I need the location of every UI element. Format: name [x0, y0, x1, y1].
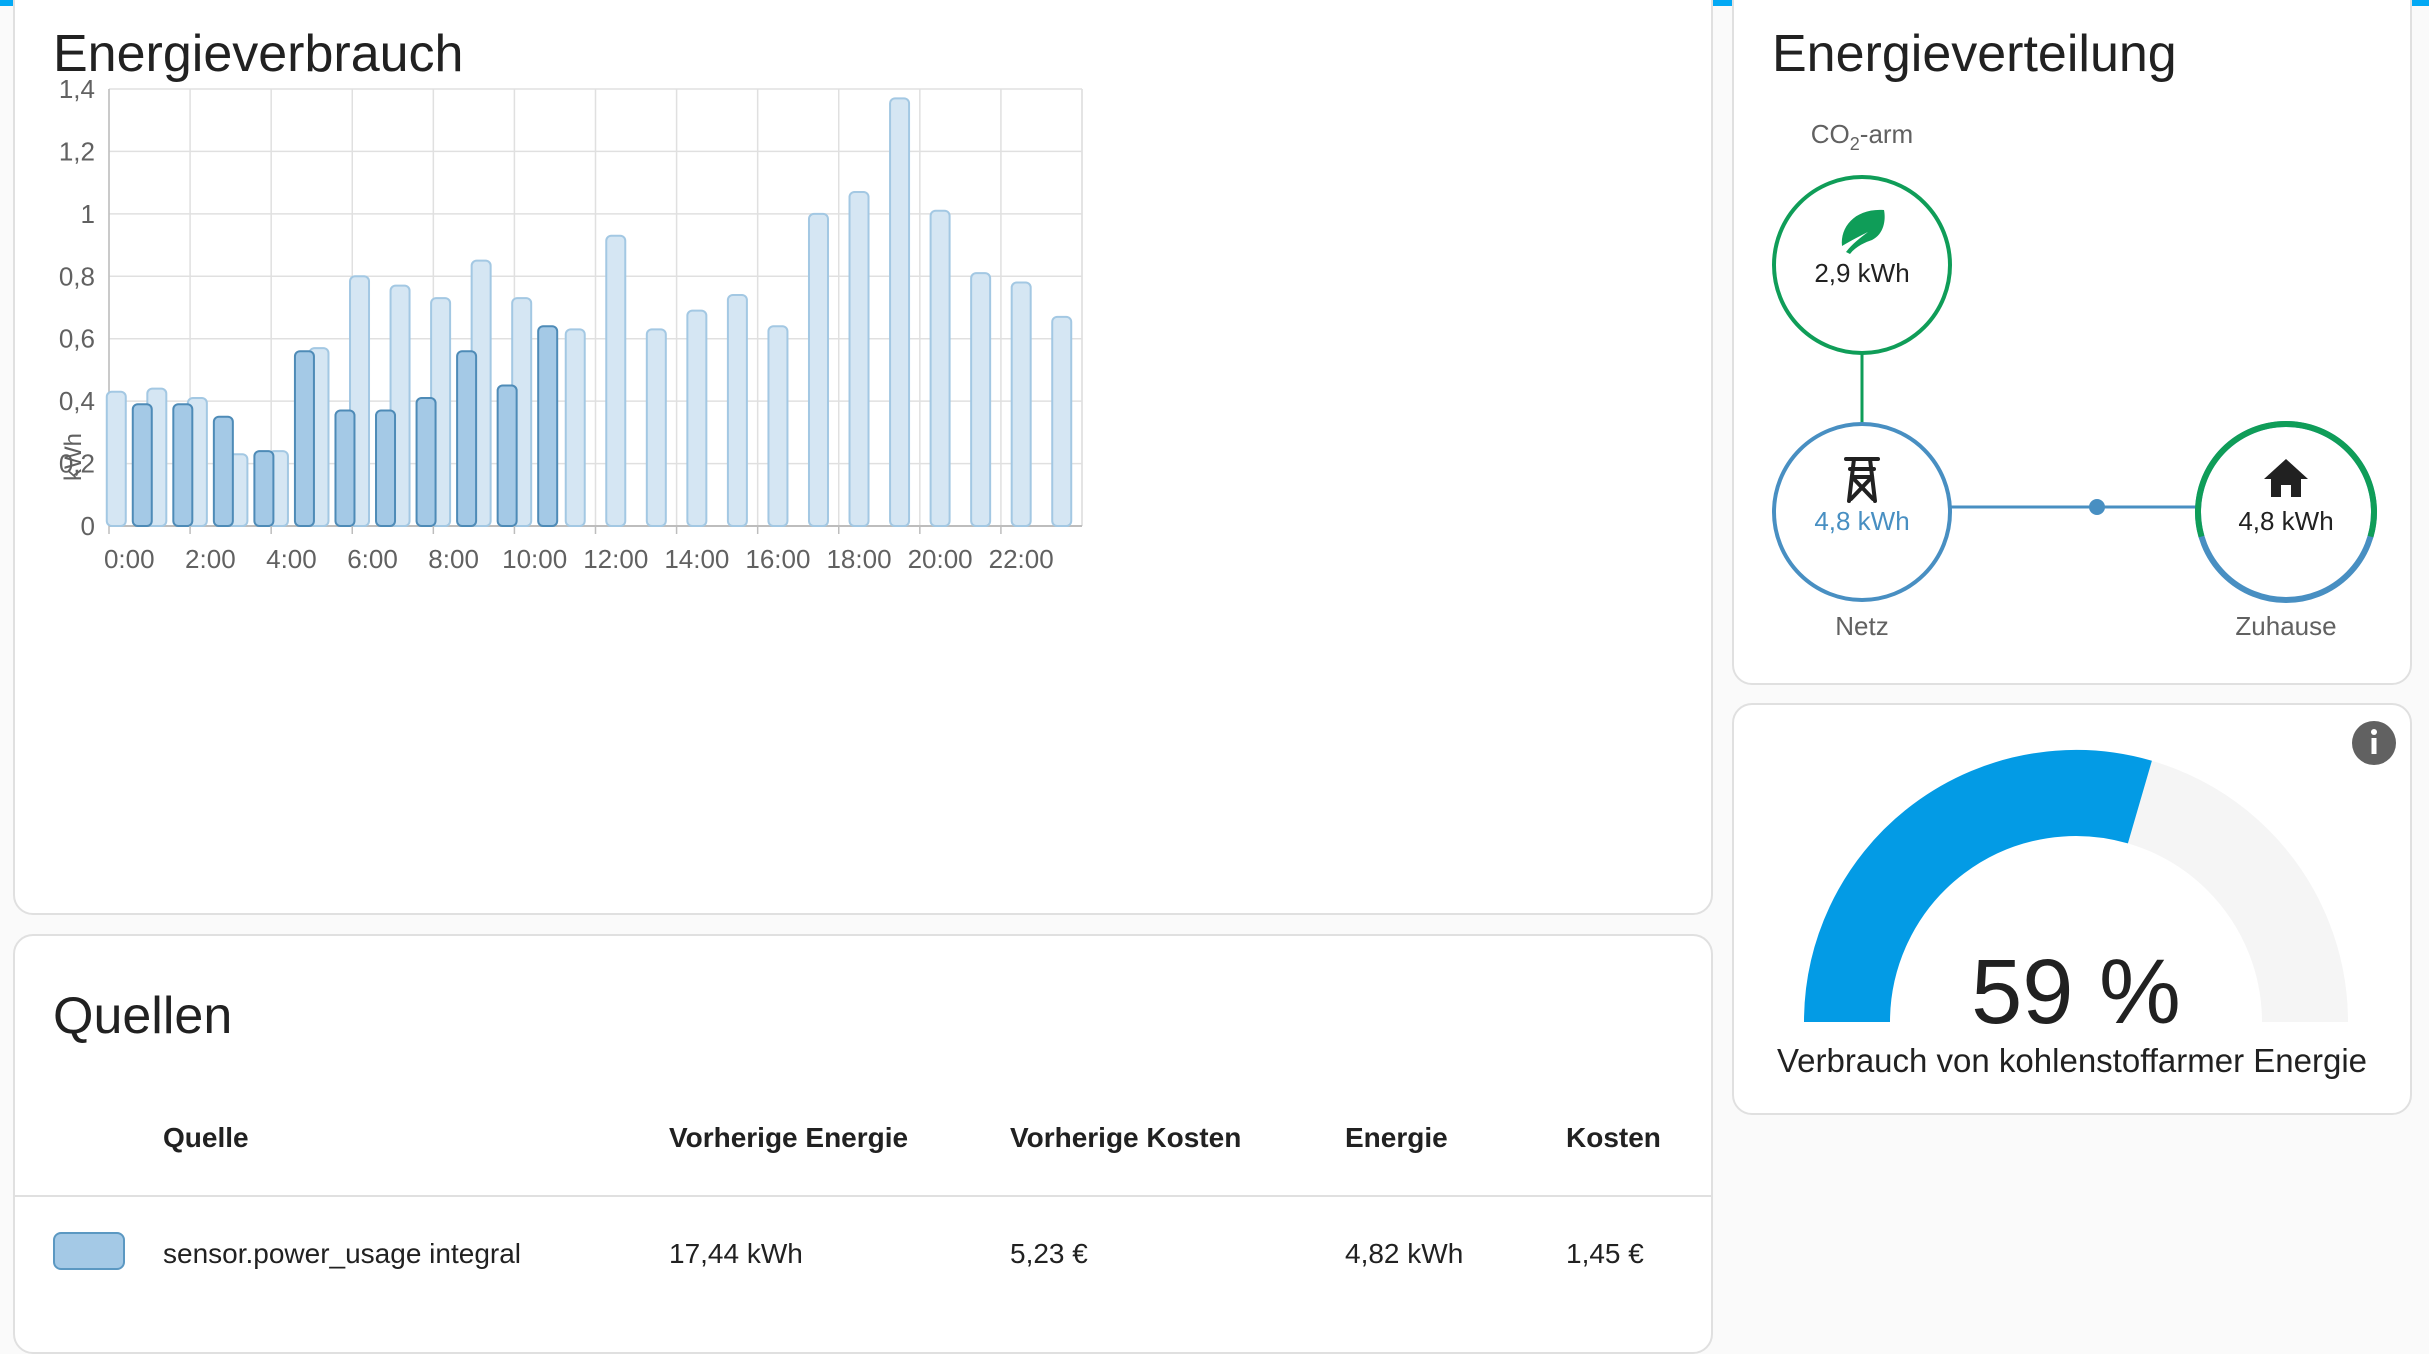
bar-current[interactable] [172, 403, 194, 527]
chart-ticks: 0 0,2 0,4 0,6 0,8 1 1,2 1,4 0:00 2:00 4:00 6:00 8:00… [59, 74, 1054, 574]
x-tick-label: 14:00 [664, 544, 729, 574]
leaf-icon [1841, 209, 1885, 254]
gauge-label: Verbrauch von kohlenstoffarmer Energie [1777, 1042, 2367, 1079]
chart-bars [105, 97, 1073, 528]
bar-current[interactable] [375, 409, 397, 527]
bar-current[interactable] [212, 415, 234, 527]
flow-dot [2089, 499, 2105, 515]
gauge-value: 59 % [1971, 941, 2181, 1043]
column-header-cost[interactable]: Kosten [1566, 1122, 1661, 1153]
bar-previous[interactable] [564, 328, 586, 527]
bar-current[interactable] [496, 384, 518, 527]
low-carbon-label: CO2-arm [1811, 119, 1913, 154]
energy-usage-card: Energieverbrauch 0 0,2 0,4 0,6 0,8 1 1,2 1,4 0:0… [13, 0, 1713, 915]
bar-previous[interactable] [726, 294, 748, 527]
card-title: Energieverteilung [1772, 25, 2177, 83]
previous-energy-value: 17,44 kWh [669, 1238, 803, 1269]
y-tick-label: 0,4 [59, 386, 95, 416]
x-tick-label: 22:00 [989, 544, 1054, 574]
energy-usage-chart: 0 0,2 0,4 0,6 0,8 1 1,2 1,4 0:00 2:00 4:00 6:00 8:00… [59, 74, 1083, 574]
bar-previous[interactable] [105, 390, 127, 527]
column-header-source[interactable]: Quelle [163, 1122, 249, 1153]
y-tick-label: 1 [81, 199, 95, 229]
home-node[interactable]: 4,8 kWh [2195, 421, 2377, 603]
source-color-swatch [53, 1232, 125, 1270]
y-tick-label: 0,2 [59, 449, 95, 479]
low-carbon-node[interactable]: 2,9 kWh [1772, 175, 1952, 355]
grid-node[interactable]: 4,8 kWh [1772, 422, 1952, 602]
bar-current[interactable] [293, 350, 315, 528]
column-header-previous-energy[interactable]: Vorherige Energie [669, 1122, 909, 1153]
bar-previous[interactable] [848, 191, 870, 527]
x-tick-label: 0:00 [104, 544, 155, 574]
y-tick-label: 0,6 [59, 324, 95, 354]
bar-current[interactable] [456, 350, 478, 528]
bar-previous[interactable] [645, 328, 667, 527]
x-tick-label: 4:00 [266, 544, 317, 574]
source-name: sensor.power_usage integral [163, 1238, 522, 1269]
bar-previous[interactable] [1010, 281, 1032, 527]
bar-previous[interactable] [889, 97, 911, 527]
x-tick-label: 2:00 [185, 544, 236, 574]
x-tick-label: 18:00 [826, 544, 891, 574]
home-label: Zuhause [2235, 611, 2336, 641]
sources-card: Quellen Quelle Vorherige Energie Vorheri… [13, 934, 1713, 1354]
low-carbon-gauge: 59 % Verbrauch von kohlenstoffarmer Ener… [1777, 721, 2396, 1079]
column-header-energy[interactable]: Energie [1345, 1122, 1448, 1153]
bar-previous[interactable] [605, 234, 627, 527]
energy-distribution-card: Energieverteilung CO2-arm 2,9 kWh [1732, 0, 2412, 685]
bar-previous[interactable] [686, 309, 708, 527]
y-tick-label: 1,4 [59, 74, 95, 104]
gauge-fill [1804, 750, 2152, 1023]
y-axis-label: kWh [60, 433, 87, 481]
column-header-previous-cost[interactable]: Vorherige Kosten [1010, 1122, 1242, 1153]
cost-value: 1,45 € [1566, 1238, 1644, 1269]
home-value: 4,8 kWh [2238, 506, 2333, 536]
energy-value: 4,82 kWh [1345, 1238, 1464, 1269]
energy-distribution-diagram: CO2-arm 2,9 kWh 4,8 kWh Netz [1772, 119, 2377, 641]
grid-value: 4,8 kWh [1814, 506, 1909, 536]
x-tick-label: 10:00 [502, 544, 567, 574]
bar-current[interactable] [537, 325, 559, 527]
x-tick-label: 20:00 [908, 544, 973, 574]
info-icon[interactable] [2352, 721, 2396, 765]
x-tick-label: 8:00 [428, 544, 479, 574]
bar-current[interactable] [131, 403, 153, 527]
bar-current[interactable] [334, 409, 356, 527]
low-carbon-gauge-card: 59 % Verbrauch von kohlenstoffarmer Ener… [1732, 703, 2412, 1115]
home-low-carbon-arc [2195, 421, 2377, 538]
bar-previous[interactable] [970, 272, 992, 527]
low-carbon-value: 2,9 kWh [1814, 258, 1909, 288]
bar-previous[interactable] [807, 212, 829, 527]
home-icon [2264, 459, 2308, 497]
y-tick-label: 0,8 [59, 261, 95, 291]
bar-previous[interactable] [929, 209, 951, 527]
card-title: Energieverbrauch [53, 25, 464, 83]
bar-previous[interactable] [1051, 315, 1073, 527]
grid-label: Netz [1835, 611, 1888, 641]
bar-current[interactable] [415, 397, 437, 527]
bar-previous[interactable] [767, 325, 789, 527]
bar-current[interactable] [253, 450, 275, 528]
table-divider [15, 1195, 1711, 1197]
previous-cost-value: 5,23 € [1010, 1238, 1088, 1269]
y-tick-label: 1,2 [59, 136, 95, 166]
card-title: Quellen [53, 987, 233, 1045]
y-tick-label: 0 [81, 511, 95, 541]
x-tick-label: 12:00 [583, 544, 648, 574]
transmission-tower-icon [1844, 457, 1880, 503]
x-tick-label: 6:00 [347, 544, 398, 574]
x-tick-label: 16:00 [745, 544, 810, 574]
